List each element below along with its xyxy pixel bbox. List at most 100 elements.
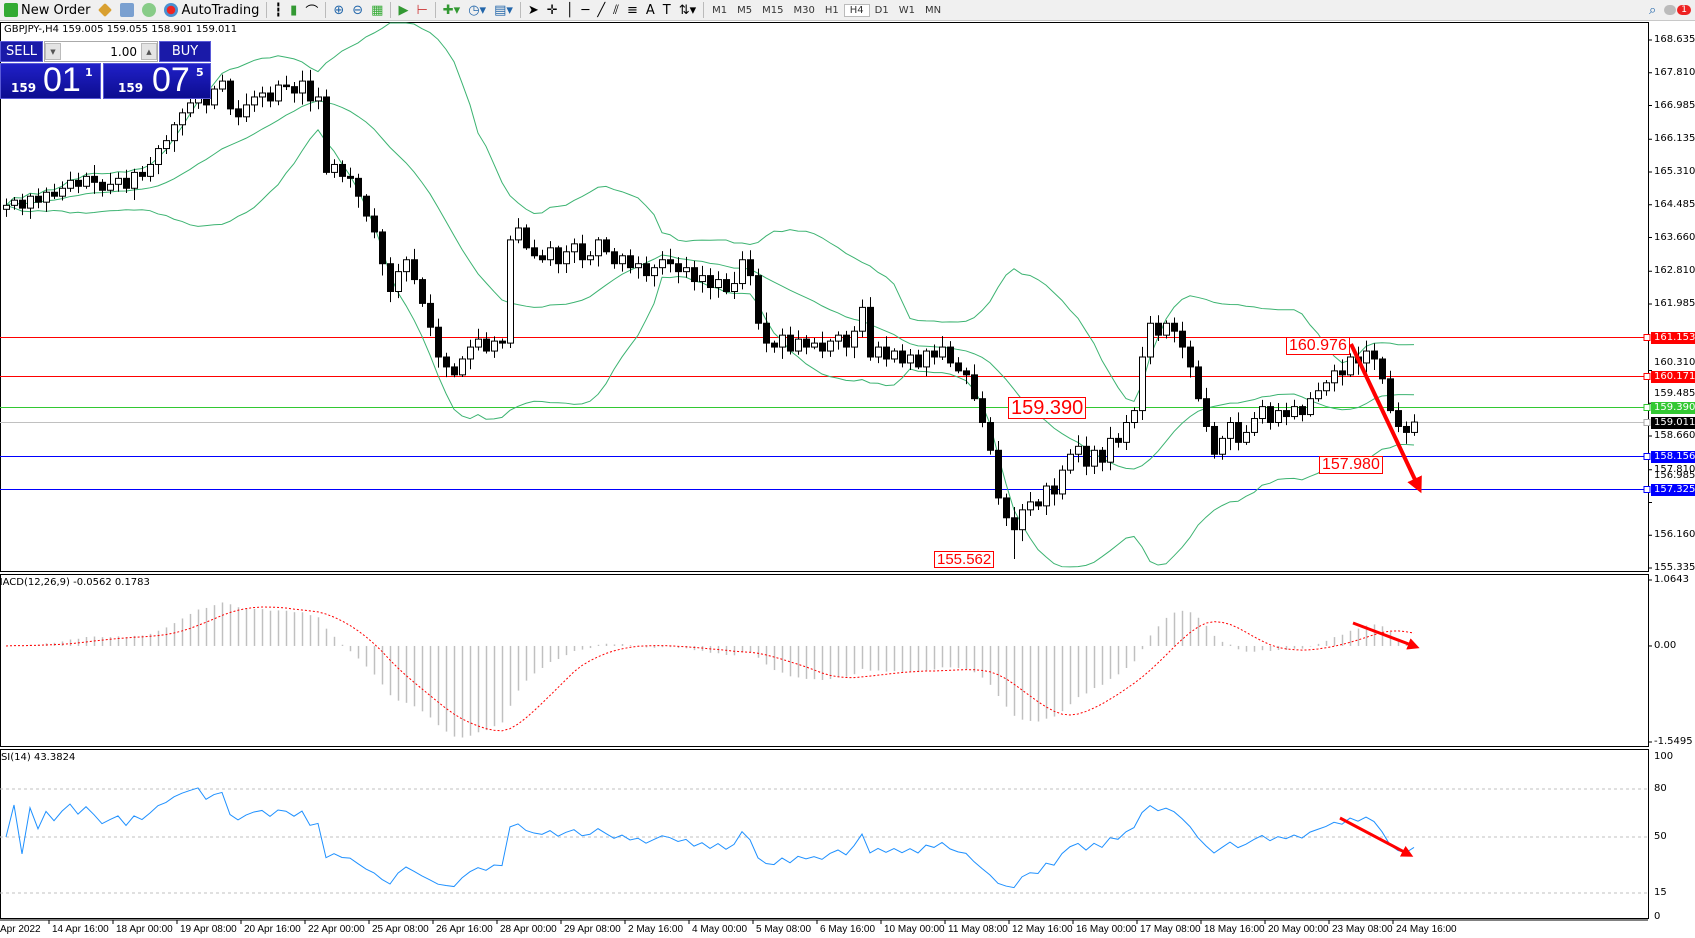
autotrading-button[interactable]: AutoTrading [160,1,263,19]
lot-decrease-button[interactable]: ▼ [45,43,61,60]
time-axis-label: 26 Apr 16:00 [436,924,493,935]
timeframe-m1[interactable]: M1 [712,4,728,16]
bull-candle-body [1347,356,1354,376]
templates-button[interactable]: ▤▾ [490,1,517,19]
bear-candle-body [75,179,82,187]
market-watch-button[interactable] [116,1,138,19]
crosshair-button[interactable]: ✛ [543,1,562,19]
signals-button[interactable] [138,1,160,19]
fibonacci-button[interactable]: ≡ [623,1,642,19]
sell-price-button[interactable]: 159 01 1 [0,61,101,99]
high-price-label[interactable]: 160.976 [1286,337,1350,355]
level-price-label[interactable]: 159.390 [1008,397,1087,419]
line-chart-button[interactable]: ⌒ [301,1,322,20]
candlestick [1251,411,1258,436]
candlestick [1331,364,1338,392]
time-axis-label: 6 May 16:00 [820,924,876,935]
timeframe-h4[interactable]: H4 [843,3,870,17]
candlestick [851,326,858,359]
candlestick [1195,360,1202,402]
bull-candle-body [211,88,218,106]
indicators-button[interactable]: ✚▾ [439,1,464,19]
timeframe-m15[interactable]: M15 [762,4,784,16]
lot-size-input[interactable]: 1.00 [110,44,137,59]
candlestick [635,256,642,279]
timeframe-d1[interactable]: D1 [874,4,889,16]
bull-candle-body [1131,410,1138,424]
candlestick [1339,359,1346,386]
candlestick [403,256,410,282]
buy-price-button[interactable]: 159 07 5 [103,61,211,99]
bull-candle-body [1067,453,1074,471]
candlestick [611,247,618,269]
candle-chart-button[interactable]: ▮ [286,1,301,19]
bull-candle-body [795,338,802,352]
autoscroll-button[interactable]: ▶ [394,1,412,19]
bull-candle-body [179,112,186,126]
bear-candle-body [691,267,698,283]
candlestick [115,172,122,192]
bear-candle-body [1235,422,1242,443]
rsi-axis-label: 0 [1654,911,1661,922]
search-button[interactable]: ⌕ [1645,1,1660,19]
notifications-button[interactable]: 1 [1660,1,1695,19]
candlestick [827,338,834,357]
bear-candle-body [763,322,770,344]
cursor-icon: ➤ [527,2,539,18]
candlestick [811,337,818,350]
buy-button[interactable]: BUY [159,41,211,62]
buy-price-pips: 07 [152,61,190,99]
candlestick [1027,491,1034,516]
text-label-button[interactable]: T [659,1,675,19]
bull-candle-body [907,354,914,364]
candlestick [803,335,810,355]
price-axis-label: 166.135 [1654,133,1695,145]
new-order-button[interactable]: New Order [0,1,94,19]
metaeditor-button[interactable] [94,1,116,19]
candlestick [1035,499,1042,510]
separator [519,2,521,18]
tile-windows-button[interactable]: ▦ [367,1,387,19]
candlestick [531,239,538,259]
candlestick [35,188,42,209]
bar-chart-button[interactable]: ┇ [270,1,286,19]
text-button[interactable]: A [642,1,659,19]
vertical-line-button[interactable]: │ [562,1,578,19]
candlestick [91,165,98,194]
cursor-button[interactable]: ➤ [524,1,543,19]
price-axis-label: 159.485 [1654,387,1695,399]
arrows-button[interactable]: ⇅▾ [675,1,700,19]
candlestick [219,74,226,92]
zoom-in-button[interactable]: ⊕ [329,1,348,19]
candlestick [179,108,186,136]
time-axis-label: 10 May 00:00 [884,924,945,935]
bear-candle-body [1171,322,1178,332]
bull-candle-body [563,251,570,265]
timeframe-mn[interactable]: MN [924,4,942,16]
channel-button[interactable]: ⫽ [609,1,623,19]
bear-candle-body [499,340,506,344]
periods-button[interactable]: ◷▾ [464,1,490,19]
bear-candle-body [379,231,386,265]
candlestick [275,80,282,106]
timeframe-m30[interactable]: M30 [793,4,815,16]
sell-button[interactable]: SELL [0,41,43,62]
bottom-price-label[interactable]: 155.562 [934,551,995,568]
zoom-out-button[interactable]: ⊖ [348,1,367,19]
candlestick [387,257,394,303]
trendline-button[interactable]: ╱ [593,1,609,19]
candlestick [595,237,602,267]
low-price-label[interactable]: 157.980 [1319,456,1383,474]
bollinger-middle-band [5,100,1415,470]
timeframe-h1[interactable]: H1 [824,4,839,16]
bear-candle-body [787,334,794,352]
timeframe-w1[interactable]: W1 [898,4,915,16]
timeframe-m5[interactable]: M5 [737,4,753,16]
chart-shift-button[interactable]: ⊢ [412,1,431,19]
horizontal-line-button[interactable]: ─ [578,1,594,19]
candlestick [1003,493,1010,526]
lot-increase-button[interactable]: ▲ [141,43,157,60]
candlestick [731,271,738,299]
bear-candle-body [603,239,610,253]
